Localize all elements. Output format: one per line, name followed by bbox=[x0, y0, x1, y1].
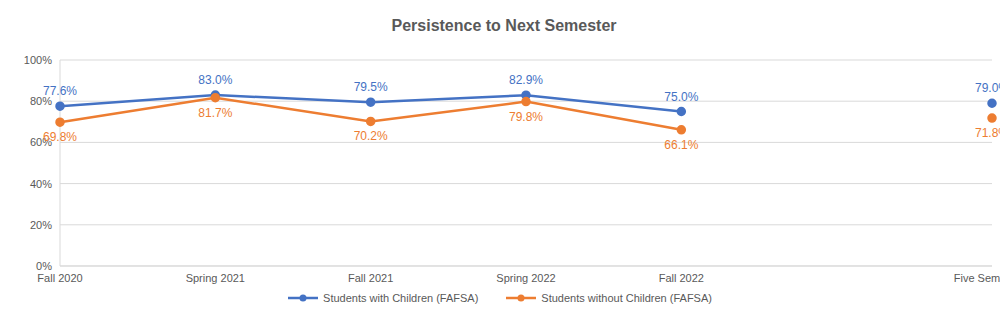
svg-text:81.7%: 81.7% bbox=[198, 106, 232, 120]
svg-text:100%: 100% bbox=[24, 54, 52, 66]
svg-text:69.8%: 69.8% bbox=[43, 130, 77, 144]
html-text:Students with Children (FAFSA): Students with Children (FAFSA) bbox=[323, 292, 479, 304]
svg-text:66.1%: 66.1% bbox=[664, 138, 698, 152]
svg-text:75.0%: 75.0% bbox=[664, 90, 698, 104]
svg-text:71.8%: 71.8% bbox=[975, 126, 1000, 140]
svg-text:80%: 80% bbox=[30, 95, 52, 108]
html-text:Persistence to Next Semester: Persistence to Next Semester bbox=[391, 17, 617, 34]
svg-text:79.0%: 79.0% bbox=[975, 81, 1000, 95]
svg-text:Spring 2022: Spring 2022 bbox=[496, 272, 555, 284]
svg-text:79.5%: 79.5% bbox=[354, 80, 388, 94]
svg-text:60%: 60% bbox=[30, 136, 52, 149]
svg-text:0%: 0% bbox=[36, 260, 52, 272]
svg-text:70.2%: 70.2% bbox=[354, 129, 388, 143]
svg-text:Spring 2021: Spring 2021 bbox=[186, 272, 245, 284]
svg-text:79.8%: 79.8% bbox=[509, 110, 543, 124]
svg-text:77.6%: 77.6% bbox=[43, 84, 77, 98]
svg-text:20%: 20% bbox=[30, 219, 52, 231]
svg-text:Five Semesters: Five Semesters bbox=[954, 272, 1000, 284]
svg-text:83.0%: 83.0% bbox=[198, 73, 232, 87]
svg-text:Fall 2022: Fall 2022 bbox=[659, 272, 704, 284]
svg-text:82.9%: 82.9% bbox=[509, 73, 543, 87]
html-text:Students without Children (FAF: Students without Children (FAFSA) bbox=[541, 292, 712, 304]
svg-text:Fall 2020: Fall 2020 bbox=[37, 272, 82, 284]
svg-text:40%: 40% bbox=[30, 178, 52, 190]
svg-text:Fall 2021: Fall 2021 bbox=[348, 272, 393, 284]
